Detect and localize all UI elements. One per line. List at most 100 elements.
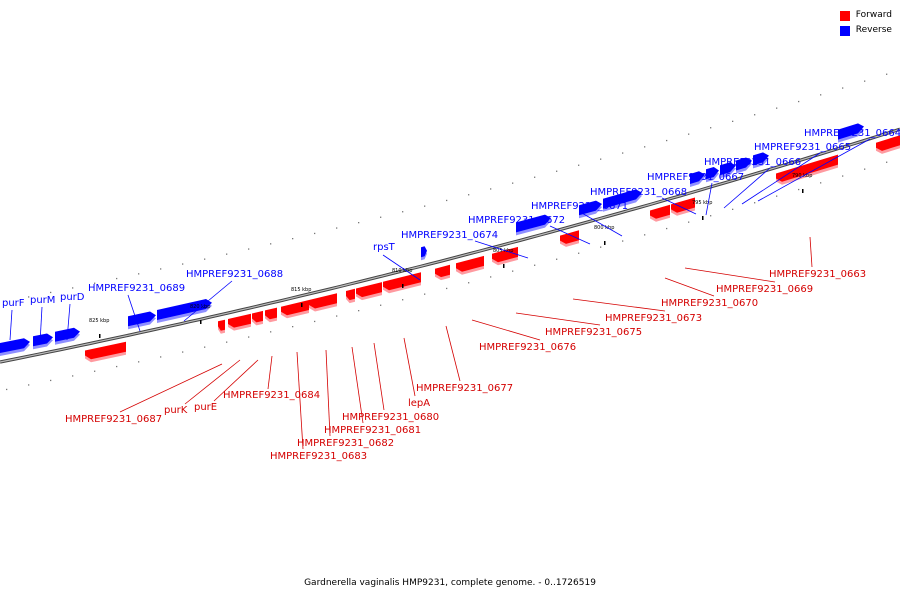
leader-line <box>515 312 601 326</box>
tick-dot <box>226 253 228 255</box>
tick-dot <box>886 73 888 75</box>
tick-dot <box>138 273 140 275</box>
tick-dot <box>512 270 514 272</box>
reverse-gene-arrow-body <box>736 157 752 171</box>
gene-label: HMPREF9231_0673 <box>605 313 702 324</box>
leader-line <box>757 138 871 202</box>
leader-line <box>373 342 385 411</box>
leader-line <box>684 267 776 283</box>
gene-label: lepA <box>408 398 430 409</box>
forward-gene-arrow-body <box>383 272 421 291</box>
gene-label: purM <box>30 295 55 306</box>
tick-dot <box>50 291 52 294</box>
reverse-gene-arrow <box>706 167 719 183</box>
leader-line <box>661 197 697 215</box>
gene-label: purD <box>60 292 85 303</box>
leader-line <box>664 277 715 297</box>
leader-line <box>403 337 416 397</box>
tick-dot <box>666 227 668 230</box>
scale-tick <box>301 303 303 307</box>
tick-dot <box>710 127 712 129</box>
tick-dot <box>204 258 206 260</box>
genome-caption: Gardnerella vaginalis HMP9231, complete … <box>304 578 596 588</box>
scale-tick <box>702 216 704 220</box>
tick-dot <box>270 331 272 333</box>
tick-dot <box>138 361 140 363</box>
tick-dot <box>798 100 800 103</box>
tick-dot <box>798 188 800 191</box>
legend-reverse-label: Reverse <box>855 25 892 35</box>
tick-dot <box>6 388 8 391</box>
reverse-gene-arrow-body <box>516 214 551 233</box>
forward-gene-arrow <box>492 246 518 266</box>
tick-dot <box>380 304 382 306</box>
tick-dot <box>424 205 426 207</box>
scale-label: 790 kbp <box>792 173 812 179</box>
forward-gene-arrow-body <box>650 204 670 219</box>
tick-dot <box>842 175 844 177</box>
scale-tick <box>402 284 404 288</box>
gene-label: purK <box>164 405 188 416</box>
tick-dot <box>732 120 734 122</box>
forward-gene-arrow <box>85 341 126 363</box>
tick-dot <box>666 139 668 142</box>
tick-dot <box>534 176 536 178</box>
leader-line <box>445 325 461 382</box>
forward-gene-arrow <box>218 319 225 334</box>
tick-dot <box>732 208 734 210</box>
reverse-gene-arrow <box>736 157 752 174</box>
tick-dot <box>468 194 470 196</box>
scale-label: 825 kbp <box>89 318 109 324</box>
reverse-gene-arrow <box>690 171 705 187</box>
tick-dot <box>336 227 338 229</box>
tick-dot <box>754 114 756 116</box>
tick-dot <box>160 268 162 270</box>
reverse-gene-arrow-body <box>421 246 427 258</box>
gene-label: HMPREF9231_0665 <box>754 142 851 153</box>
reverse-gene-arrow <box>838 123 864 143</box>
scale-tick <box>604 241 606 245</box>
reverse-gene-arrow <box>516 214 551 236</box>
tick-dot <box>578 252 580 254</box>
forward-gene-arrow-body <box>876 135 900 151</box>
tick-dot <box>72 287 74 289</box>
tick-dot <box>358 310 360 312</box>
tick-dot <box>512 182 514 184</box>
tick-dot <box>116 365 118 368</box>
gene-label: purE <box>194 402 217 413</box>
forward-gene-arrow-body <box>492 246 518 263</box>
forward-gene-arrow-body <box>252 310 263 323</box>
tick-dot <box>204 346 206 348</box>
reverse-gene-arrow-body <box>603 189 642 209</box>
tick-dot <box>226 341 228 343</box>
forward-gene-arrow-body <box>456 255 484 272</box>
gene-label: HMPREF9231_0687 <box>65 414 162 425</box>
scale-tick <box>200 320 202 324</box>
forward-gene-arrow <box>346 288 355 304</box>
legend-forward: Forward <box>839 8 892 23</box>
scale-label: 805 kbp <box>493 248 513 254</box>
leader-line <box>741 152 821 205</box>
forward-gene-arrow <box>356 282 382 301</box>
tick-dot <box>270 243 272 245</box>
reverse-gene-arrow <box>33 333 53 350</box>
reverse-gene-arrow <box>720 162 736 179</box>
tick-dot <box>644 234 646 236</box>
leader-line <box>39 306 43 344</box>
reverse-gene-arrow-body <box>579 200 602 216</box>
legend: Forward Reverse <box>839 8 892 38</box>
reverse-swatch <box>839 25 850 36</box>
tick-dot <box>50 379 52 382</box>
reverse-gene-arrow <box>157 299 212 323</box>
gene-label: HMPREF9231_0675 <box>545 327 642 338</box>
tick-dot <box>754 202 756 204</box>
tick-dot <box>314 320 316 323</box>
leader-line <box>127 294 141 332</box>
forward-gene-arrow <box>435 264 450 281</box>
legend-reverse: Reverse <box>839 23 892 38</box>
forward-gene-arrow <box>228 313 251 331</box>
tick-dot <box>182 351 184 353</box>
tick-dot <box>94 370 96 372</box>
forward-gene-arrow <box>560 230 579 247</box>
